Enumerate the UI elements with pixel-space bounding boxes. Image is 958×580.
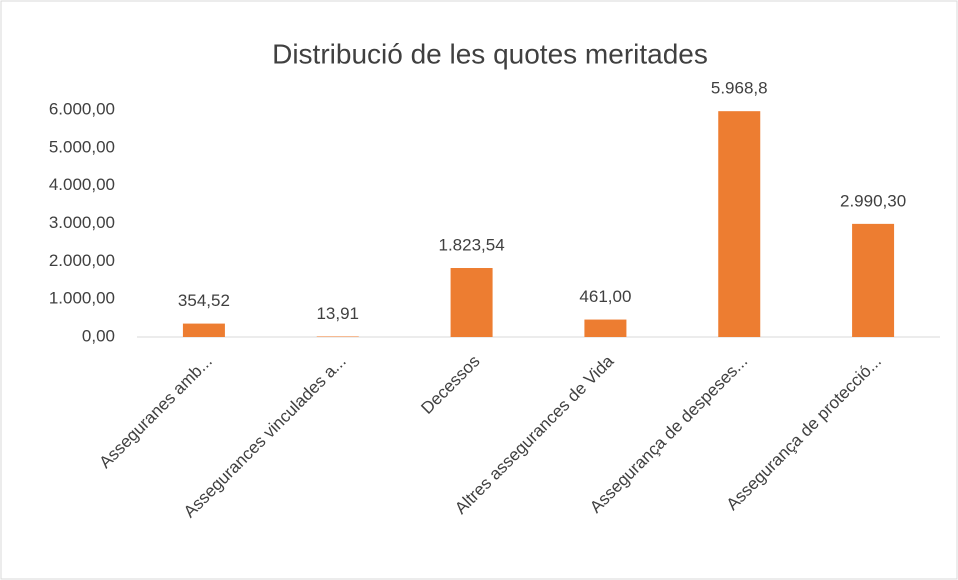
bar xyxy=(852,223,895,337)
data-label: 354,52 xyxy=(178,291,230,310)
bar xyxy=(584,319,627,337)
y-tick-label: 2.000,00 xyxy=(49,251,115,270)
bar xyxy=(182,323,225,337)
bar xyxy=(316,336,359,337)
chart-title: Distribució de les quotes meritades xyxy=(272,38,708,69)
y-tick-label: 6.000,00 xyxy=(49,99,115,118)
bar xyxy=(718,111,761,338)
data-label: 5.968,8 xyxy=(711,79,768,98)
y-tick-label: 4.000,00 xyxy=(49,175,115,194)
y-tick-label: 5.000,00 xyxy=(49,137,115,156)
data-label: 2.990,30 xyxy=(840,191,906,210)
data-label: 461,00 xyxy=(579,287,631,306)
y-tick-label: 0,00 xyxy=(82,326,115,345)
bar xyxy=(450,268,493,337)
y-tick-label: 3.000,00 xyxy=(49,213,115,232)
data-label: 1.823,54 xyxy=(438,235,504,254)
y-tick-label: 1.000,00 xyxy=(49,289,115,308)
data-label: 13,91 xyxy=(316,304,359,323)
